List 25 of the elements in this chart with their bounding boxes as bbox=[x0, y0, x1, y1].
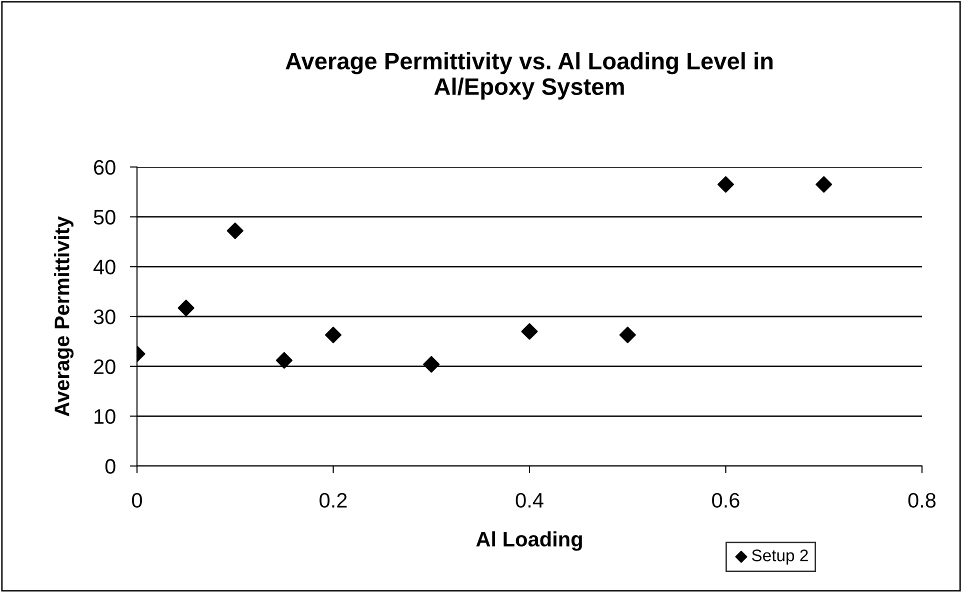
point bbox=[816, 176, 832, 193]
x-axis-title: Al Loading bbox=[476, 531, 582, 551]
y-tick-label: 60 bbox=[94, 160, 116, 175]
point bbox=[226, 222, 244, 240]
y-tick-label: 10 bbox=[94, 409, 116, 424]
point bbox=[178, 300, 194, 316]
x-tick-label: 0.6 bbox=[712, 492, 740, 508]
x-tick-label: 0.8 bbox=[908, 492, 936, 508]
x-tick-label: 0 bbox=[132, 492, 142, 508]
point bbox=[619, 326, 636, 344]
y-tick-label: 30 bbox=[94, 310, 116, 324]
point bbox=[521, 323, 538, 340]
point bbox=[276, 352, 292, 369]
point bbox=[423, 356, 440, 373]
y-tick-label: 20 bbox=[94, 359, 116, 374]
legend-label: Setup 2 bbox=[752, 550, 808, 565]
chart-title: Average Permittivity vs. Al Loading Level in Al/Epoxy System bbox=[286, 52, 773, 100]
x-tick-label: 0.2 bbox=[320, 492, 347, 508]
y-axis-title: Average Permittivity bbox=[54, 216, 74, 416]
y-tick-label: 0 bbox=[105, 459, 116, 474]
point bbox=[717, 176, 734, 193]
y-tick-label: 50 bbox=[94, 210, 116, 225]
x-tick-label: 0.4 bbox=[516, 492, 544, 508]
point bbox=[324, 326, 342, 344]
y-tick-label: 40 bbox=[93, 260, 116, 274]
